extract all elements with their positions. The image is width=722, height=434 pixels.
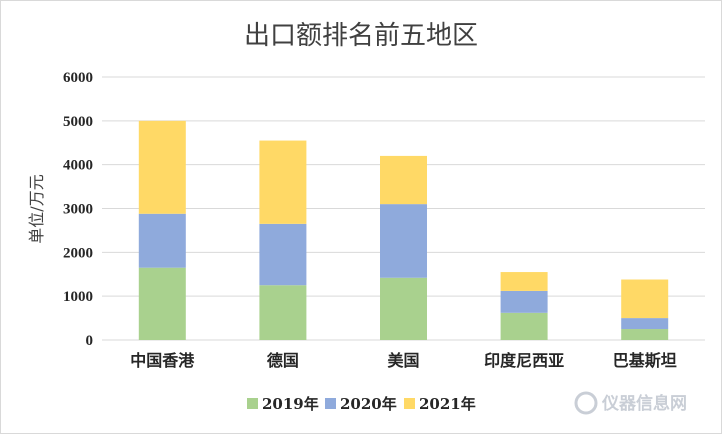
instrument-logo-icon xyxy=(574,391,598,415)
bar-segment xyxy=(259,140,307,224)
bar-segment xyxy=(138,120,186,214)
y-tick-label: 3000 xyxy=(63,202,93,218)
chart-title: 出口额排名前五地区 xyxy=(244,21,478,51)
bar-segment xyxy=(259,285,307,340)
x-tick-label: 中国香港 xyxy=(130,351,195,370)
bar-segment xyxy=(621,329,669,340)
y-axis-label: 单位/万元 xyxy=(27,174,46,243)
legend-label: 2019年 xyxy=(262,395,319,413)
legend-label: 2021年 xyxy=(419,395,476,413)
legend-swatch xyxy=(325,398,336,409)
legend: 2019年 2020年 2021年 xyxy=(247,395,476,413)
bar-segment xyxy=(380,277,427,340)
legend-swatch xyxy=(404,398,415,409)
watermark: 仪器信息网 xyxy=(574,391,687,415)
legend-swatch xyxy=(247,398,258,409)
watermark-text: 仪器信息网 xyxy=(601,393,687,414)
bar-segment xyxy=(621,279,669,319)
bar-segment xyxy=(380,155,427,205)
bar-segment xyxy=(259,223,307,286)
x-tick-label: 德国 xyxy=(267,351,299,370)
bar-segment xyxy=(138,213,186,268)
y-axis-ticks: 0 1000 2000 3000 4000 5000 6000 xyxy=(63,70,93,349)
bars xyxy=(138,120,669,340)
bar-segment xyxy=(138,267,186,340)
y-tick-label: 5000 xyxy=(63,114,93,130)
y-tick-label: 2000 xyxy=(63,245,93,261)
y-tick-label: 0 xyxy=(86,333,94,349)
bar-segment xyxy=(500,272,548,291)
y-tick-label: 6000 xyxy=(63,70,93,86)
y-tick-label: 4000 xyxy=(63,158,93,174)
x-tick-label: 美国 xyxy=(387,351,419,370)
bar-segment xyxy=(500,312,548,340)
x-tick-label: 巴基斯坦 xyxy=(613,351,677,370)
bar-segment xyxy=(621,318,669,330)
y-tick-label: 1000 xyxy=(63,289,93,305)
bar-segment xyxy=(380,204,427,278)
bar-segment xyxy=(500,290,548,313)
legend-label: 2020年 xyxy=(340,395,397,413)
x-axis-labels: 中国香港 德国 美国 印度尼西亚 巴基斯坦 xyxy=(130,351,676,370)
x-tick-label: 印度尼西亚 xyxy=(484,351,564,370)
